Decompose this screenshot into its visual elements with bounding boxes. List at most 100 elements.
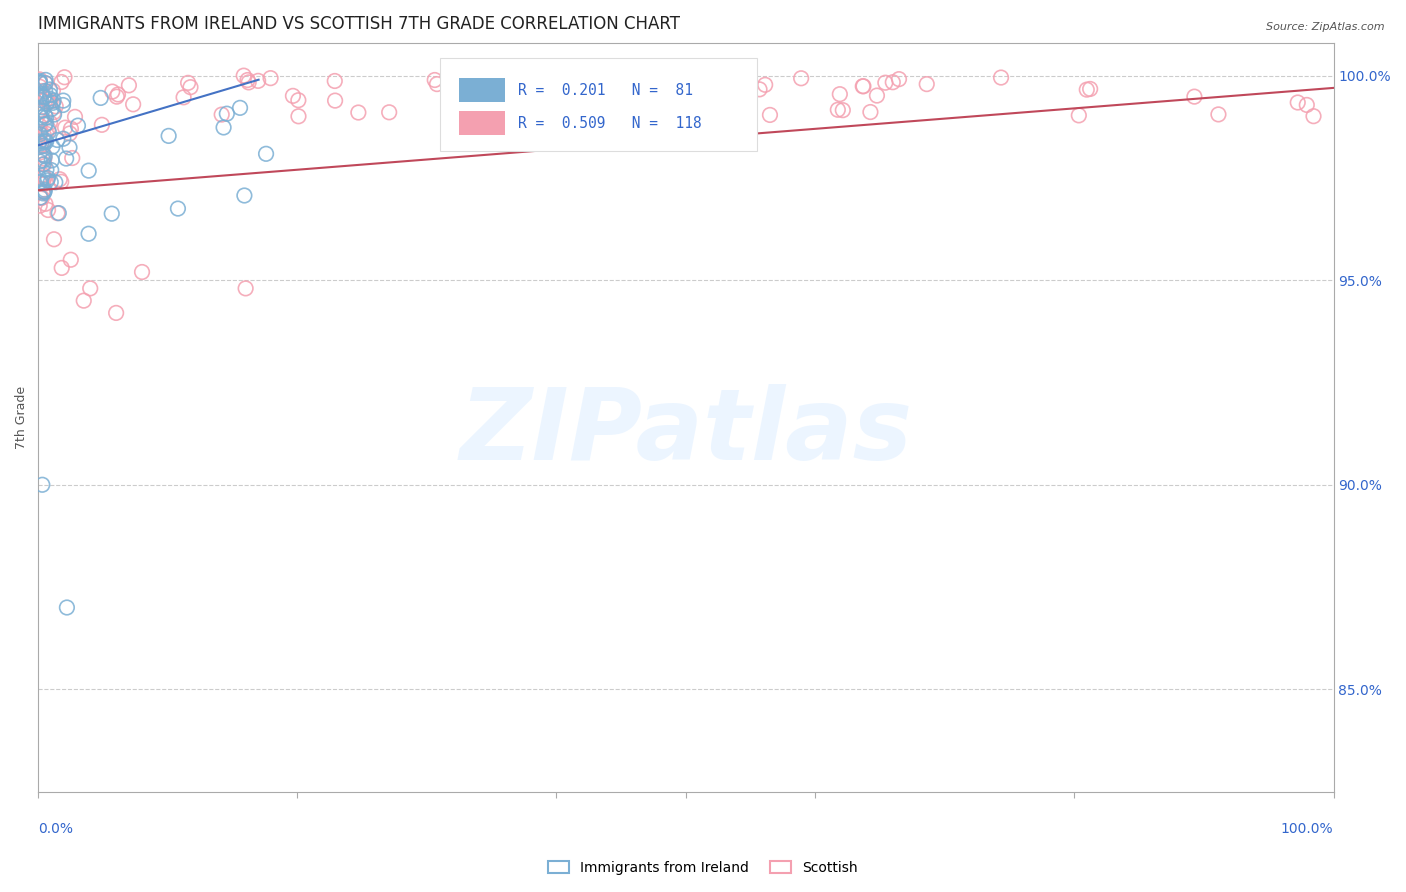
Point	[49, 172, 72, 186]
Point	[42, 105, 65, 120]
Point	[28, 103, 51, 117]
Point	[28, 72, 51, 87]
Point	[35, 127, 58, 141]
Point	[39, 175, 62, 189]
Point	[32, 139, 55, 153]
Point	[34, 73, 56, 87]
Point	[41, 102, 63, 116]
Point	[34, 84, 56, 98]
Point	[73, 293, 96, 308]
Point	[827, 103, 849, 117]
Point	[35, 135, 58, 149]
Bar	[460, 78, 505, 102]
Point	[426, 77, 449, 91]
Point	[236, 73, 259, 87]
Point	[28, 140, 51, 154]
Point	[131, 265, 153, 279]
Point	[42, 94, 65, 108]
Point	[28, 127, 51, 141]
Point	[38, 82, 60, 96]
Text: ZIPatlas: ZIPatlas	[460, 384, 912, 481]
Point	[915, 77, 938, 91]
Point	[28, 145, 51, 160]
Point	[167, 202, 190, 216]
Point	[32, 170, 55, 185]
Point	[59, 121, 82, 136]
Point	[42, 232, 65, 246]
Point	[30, 138, 52, 153]
Point	[28, 135, 51, 149]
Point	[759, 108, 782, 122]
Point	[534, 96, 557, 111]
Point	[238, 75, 260, 89]
Y-axis label: 7th Grade: 7th Grade	[15, 385, 28, 449]
Point	[287, 109, 309, 123]
Point	[32, 186, 55, 201]
Point	[259, 71, 281, 86]
Point	[866, 88, 889, 103]
Point	[107, 87, 129, 102]
Point	[323, 94, 346, 108]
Legend: Immigrants from Ireland, Scottish: Immigrants from Ireland, Scottish	[543, 855, 863, 880]
Point	[28, 104, 51, 119]
Point	[39, 95, 62, 109]
Point	[754, 78, 776, 92]
Point	[211, 107, 233, 121]
Point	[463, 101, 485, 115]
Point	[212, 120, 235, 135]
Point	[378, 105, 401, 120]
Point	[323, 74, 346, 88]
Point	[53, 70, 76, 85]
Point	[32, 147, 55, 161]
Text: IMMIGRANTS FROM IRELAND VS SCOTTISH 7TH GRADE CORRELATION CHART: IMMIGRANTS FROM IRELAND VS SCOTTISH 7TH …	[38, 15, 681, 33]
Point	[37, 173, 59, 187]
Point	[32, 185, 55, 199]
Point	[28, 176, 51, 190]
Point	[31, 168, 53, 182]
Point	[32, 157, 55, 171]
Point	[44, 175, 66, 189]
Point	[56, 600, 79, 615]
Point	[501, 90, 523, 104]
Point	[519, 75, 541, 89]
Point	[31, 185, 53, 199]
Point	[52, 94, 75, 108]
Point	[28, 119, 51, 133]
Point	[215, 106, 238, 120]
Point	[31, 84, 53, 98]
Point	[30, 190, 52, 204]
Point	[32, 90, 55, 104]
Point	[32, 157, 55, 171]
Point	[39, 88, 62, 103]
Point	[157, 128, 180, 143]
Point	[1067, 108, 1090, 122]
Point	[35, 92, 58, 106]
Point	[30, 127, 52, 141]
Point	[105, 89, 128, 103]
Point	[34, 76, 56, 90]
Point	[235, 281, 257, 295]
Point	[34, 183, 56, 197]
Point	[38, 92, 60, 106]
Point	[173, 90, 195, 104]
Point	[32, 89, 55, 103]
Point	[79, 281, 101, 295]
Point	[30, 175, 52, 189]
Point	[60, 151, 83, 165]
Point	[51, 75, 73, 89]
Point	[37, 121, 59, 136]
Point	[179, 80, 201, 95]
Point	[34, 185, 56, 199]
Point	[28, 75, 51, 89]
Point	[287, 93, 309, 107]
Point	[48, 206, 70, 220]
Point	[35, 117, 58, 131]
Point	[42, 107, 65, 121]
Point	[790, 71, 813, 86]
Point	[37, 202, 59, 217]
Point	[31, 100, 53, 114]
Point	[990, 70, 1012, 85]
Point	[100, 207, 122, 221]
Point	[1295, 98, 1317, 112]
Point	[39, 115, 62, 129]
